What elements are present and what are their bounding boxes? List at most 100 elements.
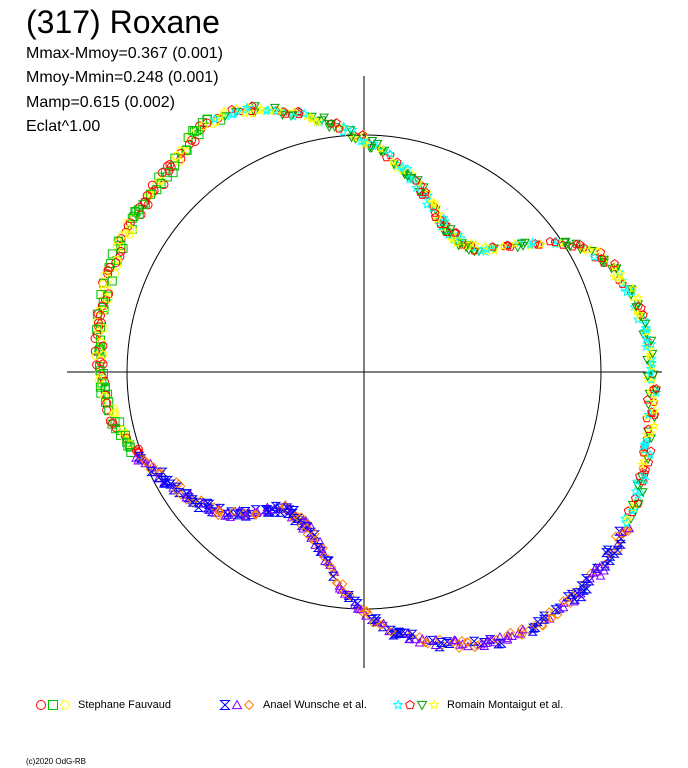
data-point [255,103,266,114]
data-point [362,606,372,617]
data-point [550,605,561,615]
data-point [368,618,379,628]
data-point [288,111,299,121]
data-point [127,213,137,223]
data-point [281,109,290,118]
data-point [324,119,334,129]
data-point [345,126,356,135]
data-point [577,244,588,255]
data-point [117,231,128,240]
data-point [346,133,357,143]
data-point [104,397,114,407]
data-point [622,514,633,524]
data-point [122,219,132,228]
data-point [310,528,320,539]
data-point [302,529,313,540]
data-point [624,523,635,533]
data-point [616,276,627,286]
data-point [648,396,659,407]
data-point [410,634,420,644]
legend-marker-square [48,700,58,710]
data-point [627,505,638,516]
legend-label-fauvaud: Stephane Fauvaud [78,699,171,711]
data-point [450,635,461,645]
legend-marker-diamond [243,699,255,711]
data-point [247,101,257,110]
data-point [143,200,153,210]
data-point [647,349,658,359]
data-point [384,148,395,159]
data-point [105,416,115,426]
data-point [107,249,117,259]
data-point [336,585,347,594]
legend-marker-hourglass [219,700,231,710]
data-point [641,429,652,440]
data-point [250,509,261,519]
data-point [197,118,207,128]
data-point [629,498,640,509]
data-point [111,258,121,268]
data-point [520,238,530,248]
data-point [170,161,180,171]
data-point [140,458,151,468]
data-point [615,268,626,279]
data-point [509,238,520,248]
data-point [640,322,651,333]
data-point [110,417,120,427]
data-point [627,283,638,293]
data-point [496,638,507,648]
legend-marker-triangle [231,699,243,710]
data-point [215,111,226,121]
data-point [610,258,619,268]
data-point [560,237,571,247]
data-point [445,229,455,238]
data-point [645,449,656,459]
data-point [652,384,661,393]
data-point [635,471,644,480]
data-point [370,614,382,624]
data-point [559,238,570,248]
data-point [505,627,516,638]
data-point [407,629,418,639]
data-point [121,229,131,238]
data-point [565,592,575,603]
data-point [355,136,366,146]
data-point [568,242,578,251]
data-point [430,208,440,217]
data-point [358,130,367,139]
data-point [184,139,194,149]
data-point [113,238,123,247]
stat-eclat: Eclat^1.00 [26,118,101,135]
legend-label-montaigut: Romain Montaigut et al. [447,699,564,711]
data-point [277,111,288,120]
data-point [649,420,660,431]
data-point [305,112,316,122]
data-point [646,338,657,349]
data-point [618,282,629,292]
data-point [98,280,108,289]
data-point [427,635,438,645]
data-point [623,524,633,534]
data-point [457,239,467,249]
data-point [279,106,290,116]
data-point [569,596,579,606]
data-point [250,510,261,520]
data-point [438,227,449,237]
data-point [449,635,460,644]
data-point [116,240,126,250]
data-point [602,545,614,555]
data-point [463,641,473,651]
data-point [545,236,555,246]
data-point [301,110,312,121]
data-point [637,488,648,497]
data-point [176,146,186,155]
data-point [448,637,458,648]
data-point [524,625,534,635]
data-point [142,191,152,201]
data-point [325,560,335,569]
data-point [646,361,657,371]
data-point [617,527,628,537]
data-point [345,591,355,601]
data-point [565,242,575,252]
data-point [517,630,527,640]
